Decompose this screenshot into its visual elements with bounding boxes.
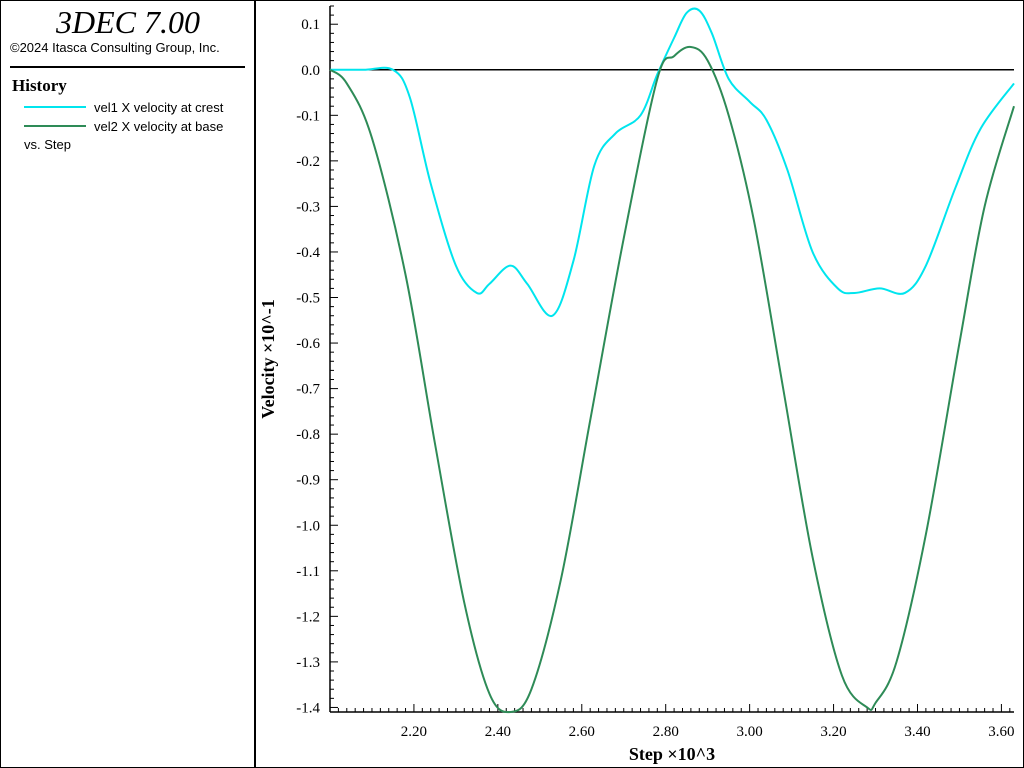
app-title: 3DEC 7.00	[56, 4, 200, 40]
x-axis-title: Step ×10^3	[629, 744, 715, 764]
legend-item-vel1: vel1 X velocity at crest	[24, 98, 223, 116]
y-tick-label: -1.0	[296, 518, 320, 534]
x-tick-label: 3.20	[820, 724, 846, 740]
y-tick-label: -0.2	[296, 154, 320, 170]
y-tick-label: -1.1	[296, 564, 320, 580]
copyright-text: ©2024 Itasca Consulting Group, Inc.	[10, 40, 220, 55]
legend-item-vel2: vel2 X velocity at base	[24, 117, 223, 135]
y-tick-label: -1.2	[296, 609, 320, 625]
x-tick-label: 3.60	[988, 724, 1014, 740]
legend-swatch-vel2	[24, 125, 86, 127]
x-tick-label: 2.80	[653, 724, 679, 740]
y-axis-title: Velocity ×10^-1	[258, 299, 278, 419]
legend-x-axis-label: vs. Step	[24, 137, 71, 152]
x-tick-label: 2.20	[401, 724, 427, 740]
series-line-vel2	[329, 45, 1015, 714]
y-tick-label: -0.7	[296, 382, 320, 398]
x-tick-label: 2.40	[485, 724, 511, 740]
y-tick-label: 0.1	[301, 17, 320, 33]
y-tick-label: -0.1	[296, 108, 320, 124]
legend-label-vel1: vel1 X velocity at crest	[94, 99, 224, 115]
x-tick-label: 3.40	[904, 724, 930, 740]
x-tick-label: 3.00	[737, 724, 763, 740]
legend-divider	[10, 66, 245, 68]
y-tick-label: -0.6	[296, 336, 320, 352]
y-tick-label: -0.5	[296, 291, 320, 307]
y-tick-label: -0.9	[296, 473, 320, 489]
x-tick-label: 2.60	[569, 724, 595, 740]
series-line-vel1	[330, 7, 1015, 317]
legend-heading: History	[12, 76, 67, 95]
y-tick-label: -0.8	[296, 427, 320, 443]
legend-label-vel2: vel2 X velocity at base	[94, 118, 224, 134]
y-tick-label: -0.3	[296, 199, 320, 215]
y-tick-label: -1.4	[296, 700, 320, 716]
y-tick-label: -1.3	[296, 655, 320, 671]
y-tick-label: -0.4	[296, 245, 320, 261]
legend-panel: 3DEC 7.00 ©2024 Itasca Consulting Group,…	[0, 0, 256, 768]
y-tick-label: 0.0	[301, 63, 320, 79]
legend-swatch-vel1	[24, 106, 86, 108]
